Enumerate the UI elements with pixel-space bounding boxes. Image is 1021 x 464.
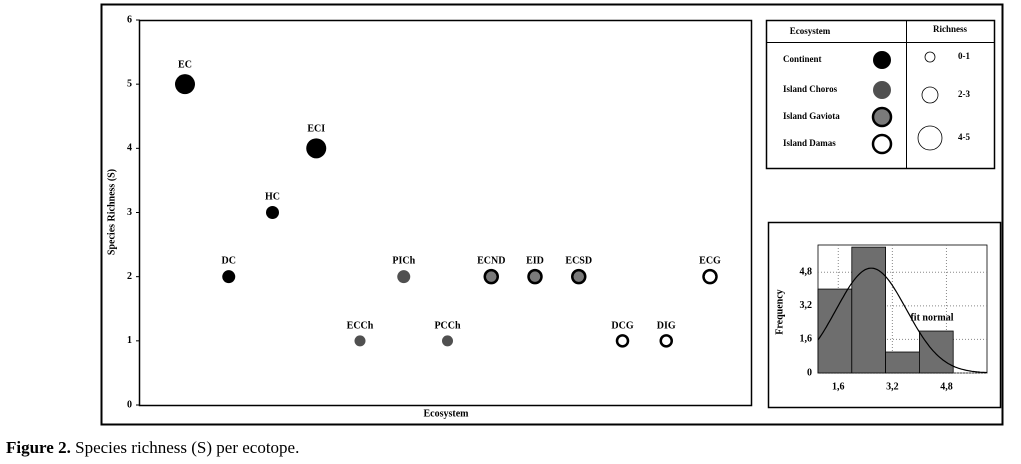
point xyxy=(354,335,366,347)
caption: Figure 2. Species richness (S) per ecoto… xyxy=(6,438,299,457)
legend-label: Island Choros xyxy=(783,84,838,94)
size-legend-label: 2-3 xyxy=(958,89,970,99)
y-tick-label: 5 xyxy=(127,78,132,89)
point xyxy=(306,138,327,159)
y-tick-label: 3 xyxy=(127,207,132,218)
point-label: EID xyxy=(526,255,544,266)
y-tick-label: 1 xyxy=(127,335,132,346)
point-label: ECND xyxy=(477,255,505,266)
figure-frame xyxy=(100,3,1004,426)
caption-label: Figure 2. xyxy=(6,438,71,457)
legend-label: Island Gaviota xyxy=(783,111,840,121)
point-label: PCCh xyxy=(434,321,461,332)
legend-marker xyxy=(873,51,891,69)
histogram-bar xyxy=(885,351,920,374)
histogram-bar xyxy=(919,330,954,374)
point xyxy=(659,334,673,348)
legend-marker xyxy=(871,106,893,128)
legend-title: Ecosystem xyxy=(790,26,831,36)
point-label: ECCh xyxy=(347,321,374,332)
inset-y-axis-label: Frequency xyxy=(774,289,785,334)
y-axis-label: Species Richness (S) xyxy=(106,169,117,255)
size-legend-marker xyxy=(921,86,939,104)
legend-label: Island Damas xyxy=(783,138,836,148)
legend-box xyxy=(765,19,996,170)
fit-curve xyxy=(817,267,987,374)
size-legend-title: Richness xyxy=(933,24,968,34)
x-axis-label: Ecosystem xyxy=(424,408,470,419)
legend-label: Continent xyxy=(783,54,822,64)
size-legend-label: 0-1 xyxy=(958,51,970,61)
point xyxy=(571,268,587,285)
histogram-bar xyxy=(817,288,853,374)
inset-x-tick-label: 4,8 xyxy=(940,381,953,392)
point-label: PICh xyxy=(392,255,415,266)
point xyxy=(527,268,543,285)
point xyxy=(615,334,630,348)
inset-y-tick-label: 3,2 xyxy=(800,300,813,311)
point xyxy=(702,268,718,285)
point-label: ECG xyxy=(699,255,721,266)
y-tick-label: 2 xyxy=(127,271,132,282)
inset-x-tick-label: 3,2 xyxy=(886,381,899,392)
point xyxy=(483,268,499,285)
point-label: ECSD xyxy=(565,255,592,266)
y-tick-label: 0 xyxy=(127,399,132,410)
point-label: EC xyxy=(178,59,192,70)
inset-annotation: fit normal xyxy=(910,312,953,323)
size-legend-label: 4-5 xyxy=(958,132,970,142)
point-label: DIG xyxy=(657,321,676,332)
y-tick-label: 4 xyxy=(127,143,132,154)
inset-y-tick-label: 4,8 xyxy=(800,267,813,278)
size-legend-marker xyxy=(924,51,936,63)
point-label: DCG xyxy=(611,321,633,332)
inset-y-tick-label: 1,6 xyxy=(800,334,813,345)
point xyxy=(397,270,411,284)
y-tick-label: 6 xyxy=(127,14,132,25)
point xyxy=(442,335,453,347)
point xyxy=(222,270,236,284)
point xyxy=(175,74,195,95)
inset-y-tick-label: 0 xyxy=(807,367,812,378)
point-label: HC xyxy=(265,191,280,202)
plot-frame xyxy=(138,19,753,407)
caption-text: Species richness (S) per ecotope. xyxy=(75,438,299,457)
inset-frame xyxy=(767,221,1002,409)
point xyxy=(266,206,279,219)
inset-x-tick-label: 1,6 xyxy=(832,381,845,392)
point-label: ECI xyxy=(307,124,325,135)
legend-marker xyxy=(871,133,893,155)
point-label: DC xyxy=(222,255,236,266)
histogram-bar xyxy=(851,246,886,374)
size-legend-marker xyxy=(917,125,943,151)
legend-marker xyxy=(873,81,891,99)
